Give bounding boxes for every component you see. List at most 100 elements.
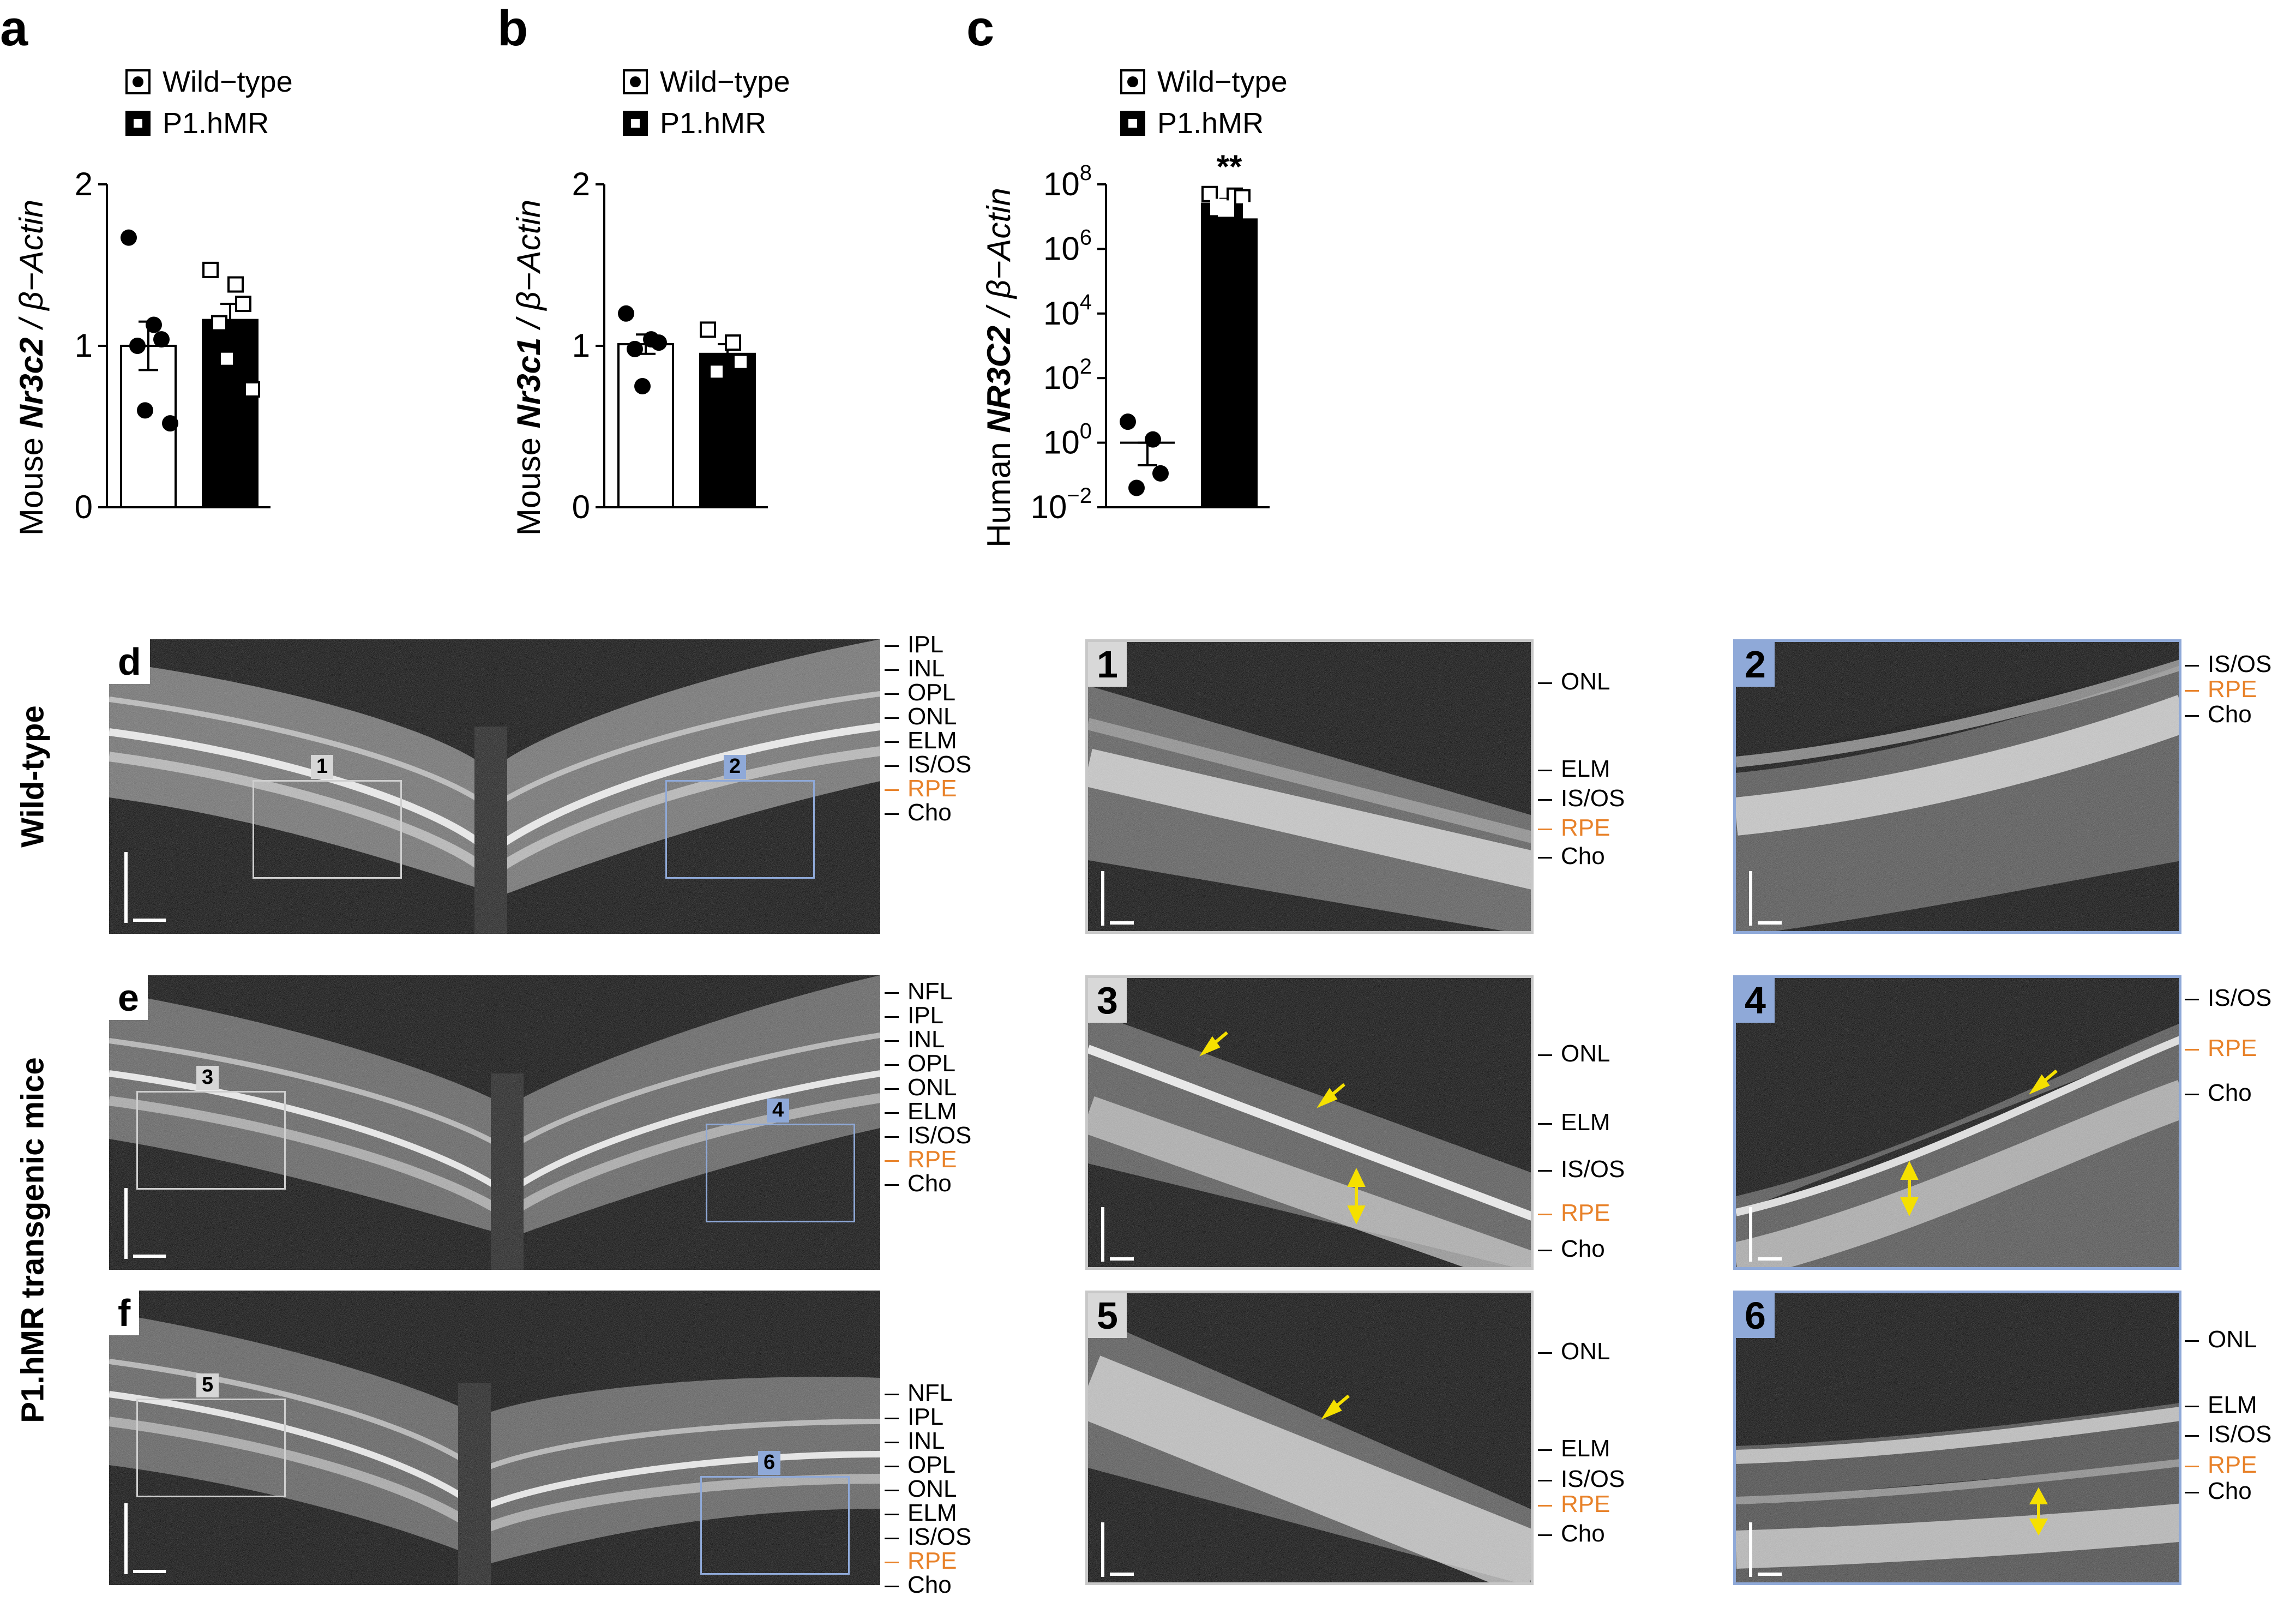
layer-label-elm: ELM xyxy=(1538,1111,1610,1135)
y-tick-label: 102 xyxy=(1043,355,1092,396)
layer-name: RPE xyxy=(2208,676,2257,703)
scale-bar-horizontal xyxy=(1110,1257,1134,1261)
leader-line xyxy=(885,789,899,791)
layer-name: IS/OS xyxy=(907,1523,972,1550)
scale-bar-horizontal xyxy=(1758,1573,1782,1576)
layer-name: NFL xyxy=(907,978,953,1005)
panel-letter-b: b xyxy=(497,1,528,56)
layer-name: INL xyxy=(907,655,945,682)
layer-label-ipl: IPL xyxy=(885,1004,943,1028)
leader-line xyxy=(885,765,899,767)
layer-label-rpe: RPE xyxy=(2185,677,2257,701)
layer-label-rpe: RPE xyxy=(2185,1453,2257,1477)
oct-scan-image xyxy=(109,975,880,1270)
leader-line xyxy=(885,1585,899,1587)
leader-line xyxy=(1538,1479,1552,1481)
leader-line xyxy=(1538,1534,1552,1536)
leader-line xyxy=(885,1393,899,1395)
data-point-wild-type xyxy=(627,340,643,357)
leader-line xyxy=(885,741,899,743)
scale-bar-horizontal xyxy=(1758,1257,1782,1261)
roi-box-2 xyxy=(665,780,815,879)
panel-letter-a: a xyxy=(0,1,28,56)
scale-bar-vertical xyxy=(1101,1207,1104,1262)
layer-labels-d: IPL INL OPL ONL ELM IS/OS RPE Cho xyxy=(885,633,994,829)
oct-overview-f: f 5 6 xyxy=(109,1291,880,1585)
wild-type-marker-icon xyxy=(1120,69,1145,94)
legend-item-transgenic: P1.hMR xyxy=(125,103,293,144)
layer-labels-e: NFL IPL INL OPL ONL ELM IS/OS RPE Cho xyxy=(885,978,994,1196)
oct-zoom-image xyxy=(1736,642,2179,931)
layer-name: IS/OS xyxy=(2208,1421,2272,1448)
layer-name: ELM xyxy=(907,727,957,754)
data-point-wild-type xyxy=(146,316,162,333)
legend-item-wild-type: Wild−type xyxy=(623,61,790,103)
layer-label-elm: ELM xyxy=(885,1501,957,1525)
data-point-wild-type xyxy=(634,378,651,394)
layer-label-cho: Cho xyxy=(885,1573,952,1597)
layer-label-is-os: IS/OS xyxy=(2185,986,2271,1010)
layer-name: Cho xyxy=(907,1170,952,1197)
layer-label-inl: INL xyxy=(885,1028,945,1052)
data-point-transgenic xyxy=(1243,202,1259,219)
wild-type-marker-icon xyxy=(623,69,648,94)
legend-b: Wild−type P1.hMR xyxy=(623,61,790,144)
y-tick-label: 106 xyxy=(1043,225,1092,267)
legend-item-transgenic: P1.hMR xyxy=(1120,103,1288,144)
layer-name: Cho xyxy=(1561,1520,1605,1547)
layer-label-is-os: IS/OS xyxy=(1538,1467,1625,1491)
oct-scan-image xyxy=(109,1291,880,1585)
scale-bar-vertical xyxy=(1749,1522,1752,1577)
data-point-wild-type xyxy=(162,415,178,432)
data-point-wild-type xyxy=(618,305,634,322)
data-point-transgenic xyxy=(219,350,235,367)
layer-label-cho: Cho xyxy=(1538,844,1605,868)
layer-name: ELM xyxy=(1561,1109,1610,1136)
leader-line xyxy=(1538,828,1552,830)
layer-label-ipl: IPL xyxy=(885,633,943,657)
layer-name: Cho xyxy=(2208,701,2252,728)
data-point-transgenic xyxy=(708,363,725,380)
leader-line xyxy=(1538,1054,1552,1056)
data-point-wild-type xyxy=(137,402,153,419)
layer-label-is-os: IS/OS xyxy=(2185,652,2271,676)
data-point-transgenic xyxy=(1201,185,1218,202)
lesion-arrows xyxy=(2029,1487,2048,1536)
roi-box-5 xyxy=(136,1399,286,1497)
chart-a: 0 1 2 Mouse Nr3c2 / β−Actin xyxy=(13,166,271,536)
leader-line xyxy=(885,669,899,671)
legend-item-wild-type: Wild−type xyxy=(1120,61,1288,103)
data-point-transgenic xyxy=(725,334,741,351)
layer-label-rpe: RPE xyxy=(1538,816,1610,840)
leader-line xyxy=(1538,1213,1552,1215)
layer-name: Cho xyxy=(2208,1478,2252,1504)
layer-name: IS/OS xyxy=(2208,651,2272,677)
layer-name: IPL xyxy=(907,631,944,658)
data-point-transgenic xyxy=(227,276,244,293)
layer-label-nfl: NFL xyxy=(885,1381,953,1405)
transgenic-marker-icon xyxy=(1120,111,1145,136)
layer-label-cho: Cho xyxy=(885,1172,952,1196)
scale-bar-horizontal xyxy=(133,1570,166,1573)
layer-name: RPE xyxy=(907,1547,957,1574)
layer-labels-zoom-2: IS/OS RPE Cho xyxy=(2185,652,2294,761)
layer-name: INL xyxy=(907,1427,945,1454)
layer-label-elm: ELM xyxy=(2185,1393,2257,1417)
leader-line xyxy=(885,645,899,647)
y-tick-label: 2 xyxy=(572,166,590,202)
data-point-transgenic xyxy=(211,315,227,332)
y-axis-label: Mouse Nr3c2 / β−Actin xyxy=(13,200,50,536)
layer-labels-zoom-4: IS/OS RPE Cho xyxy=(2185,986,2294,1117)
layer-label-rpe: RPE xyxy=(1538,1492,1610,1516)
layer-label-inl: INL xyxy=(885,657,945,681)
layer-name: ELM xyxy=(2208,1391,2257,1418)
layer-name: ELM xyxy=(1561,755,1610,782)
layer-name: IPL xyxy=(907,1002,944,1029)
leader-line xyxy=(885,813,899,815)
oct-scan-image xyxy=(109,639,880,934)
y-axis-label: Mouse Nr3c1 / β−Actin xyxy=(510,200,547,536)
leader-line xyxy=(885,992,899,994)
layer-label-elm: ELM xyxy=(1538,757,1610,781)
layer-label-onl: ONL xyxy=(1538,1340,1610,1364)
leader-line xyxy=(2185,1093,2199,1095)
